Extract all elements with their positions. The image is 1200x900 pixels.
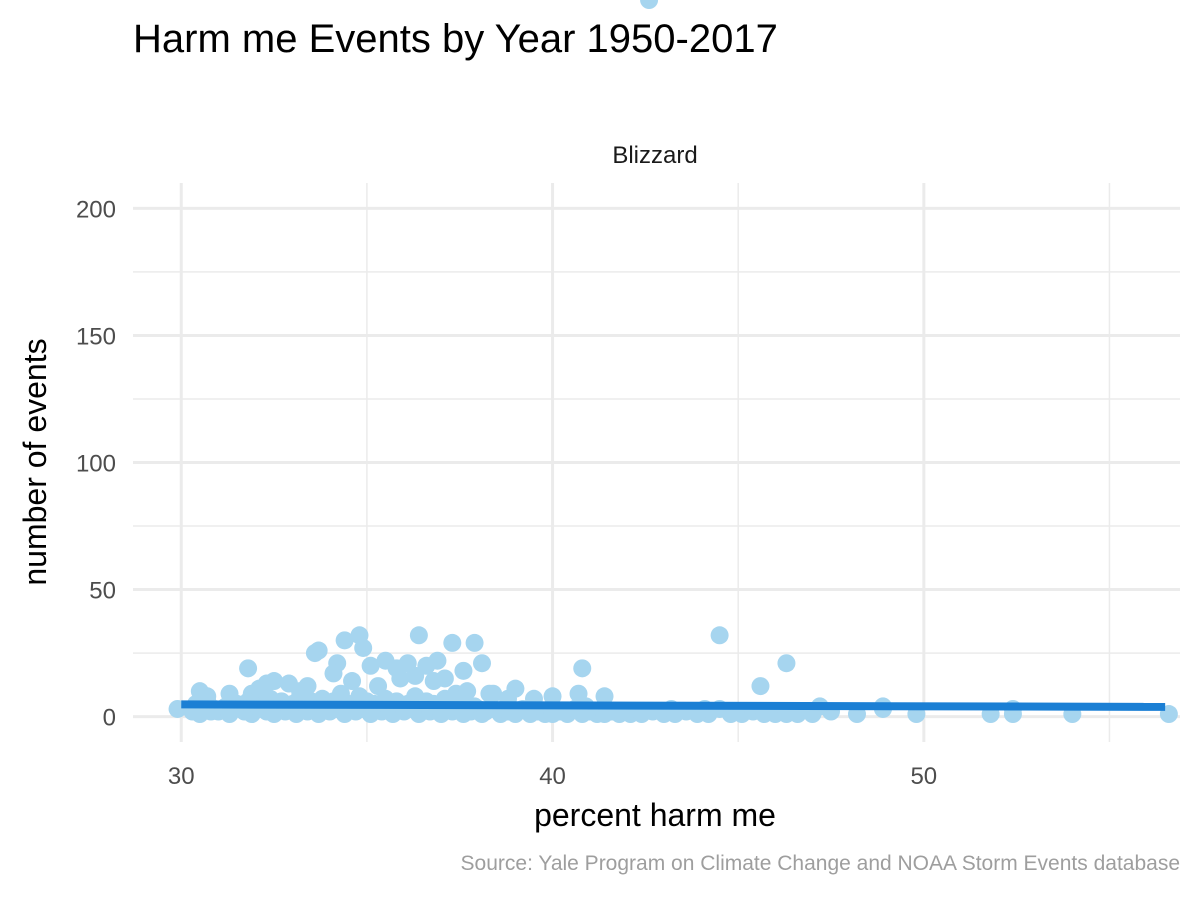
chart-title: Harm me Events by Year 1950-2017	[133, 17, 778, 61]
data-point	[220, 684, 239, 703]
data-point	[710, 626, 729, 645]
x-tick-label: 40	[539, 763, 566, 790]
y-tick-label: 150	[76, 323, 116, 350]
data-point	[480, 684, 499, 703]
data-point	[777, 654, 796, 673]
x-axis-label: percent harm me	[534, 797, 776, 833]
y-axis-ticks: 0 50 100 150 200	[76, 196, 116, 731]
data-point	[361, 656, 380, 675]
data-point	[751, 677, 770, 696]
y-tick-label: 0	[103, 705, 116, 732]
y-tick-label: 100	[76, 451, 116, 478]
y-tick-label: 200	[76, 196, 116, 223]
data-point	[458, 682, 477, 701]
data-point	[543, 687, 562, 706]
data-point	[335, 631, 354, 650]
data-point	[291, 682, 310, 701]
data-point	[424, 672, 443, 691]
data-point	[354, 638, 373, 657]
data-point	[265, 672, 284, 691]
facet-strip-label: Blizzard	[612, 142, 697, 169]
data-point	[324, 664, 343, 683]
data-point	[454, 661, 473, 680]
data-point	[369, 677, 388, 696]
data-point	[573, 659, 592, 678]
data-point	[406, 666, 425, 685]
x-axis-ticks: 30 40 50	[168, 763, 937, 790]
trend-line	[181, 700, 1166, 711]
data-point	[343, 672, 362, 691]
y-axis-label: number of events	[17, 338, 53, 585]
data-point	[309, 641, 328, 660]
major-gridlines	[133, 183, 1180, 742]
x-tick-label: 30	[168, 763, 195, 790]
data-point	[409, 626, 428, 645]
data-point	[473, 654, 491, 673]
x-tick-label: 50	[910, 763, 937, 790]
data-point	[250, 679, 269, 698]
y-tick-label: 50	[89, 578, 116, 605]
data-point	[239, 659, 258, 678]
scatter-points	[168, 0, 1178, 724]
data-point	[595, 687, 614, 706]
data-point	[391, 669, 410, 688]
data-point	[465, 633, 484, 652]
data-point	[443, 633, 462, 652]
source-caption: Source: Yale Program on Climate Change a…	[461, 852, 1180, 875]
data-point	[640, 0, 659, 9]
